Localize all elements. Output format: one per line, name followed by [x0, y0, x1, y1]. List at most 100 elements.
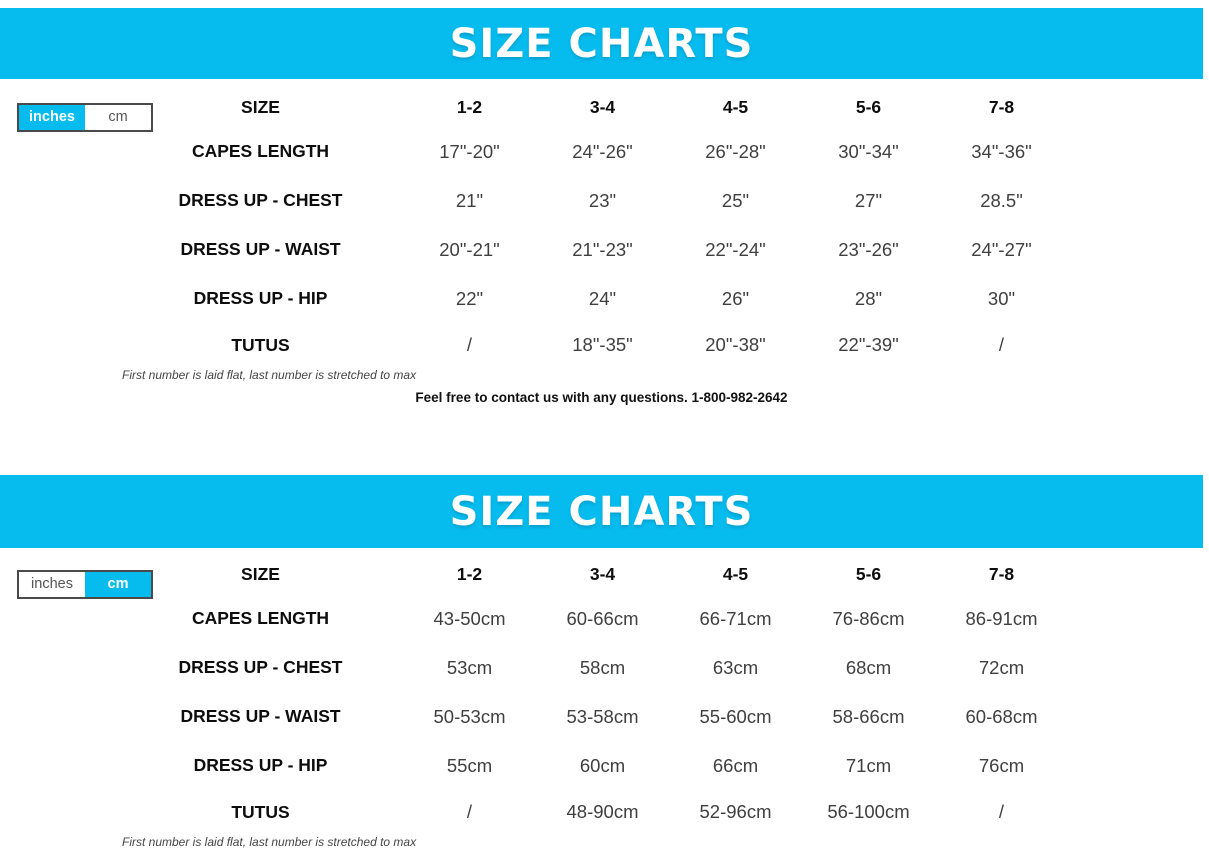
size-table: SIZE 1-2 3-4 4-5 5-6 7-8 CAPES LENGTH 43…	[0, 554, 1203, 834]
size-value: 26"	[721, 287, 750, 309]
size-value: 30"-34"	[838, 140, 899, 162]
size-value: 55cm	[446, 754, 493, 776]
column-header: 5-6	[855, 563, 882, 584]
table-row-dress-up-waist: DRESS UP - WAIST 20"-21" 21"-23" 22"-24"…	[0, 225, 1203, 274]
size-value: 22"-39"	[838, 334, 899, 355]
column-header: 4-5	[722, 96, 749, 117]
table-header-row: SIZE 1-2 3-4 4-5 5-6 7-8	[0, 554, 1203, 594]
size-value: 53-58cm	[566, 705, 639, 727]
size-value: /	[466, 334, 473, 355]
size-value: /	[998, 334, 1005, 355]
row-label: TUTUS	[231, 334, 290, 355]
size-value: 76-86cm	[832, 607, 905, 629]
size-table: SIZE 1-2 3-4 4-5 5-6 7-8 CAPES LENGTH 17…	[0, 87, 1203, 367]
size-value: 28.5"	[980, 189, 1023, 211]
size-value: 17"-20"	[439, 140, 500, 162]
table-row-capes-length: CAPES LENGTH 17"-20" 24"-26" 26"-28" 30"…	[0, 127, 1203, 176]
size-value: 56-100cm	[827, 801, 910, 822]
unit-toggle[interactable]: inches cm	[17, 570, 153, 599]
row-label: DRESS UP - CHEST	[178, 657, 343, 677]
table-row-dress-up-waist: DRESS UP - WAIST 50-53cm 53-58cm 55-60cm…	[0, 692, 1203, 741]
table-row-tutus: TUTUS / 18"-35" 20"-38" 22"-39" /	[0, 323, 1203, 367]
size-value: 21"-23"	[572, 238, 633, 260]
row-label: DRESS UP - CHEST	[178, 190, 343, 210]
row-label: DRESS UP - HIP	[193, 755, 328, 775]
size-corner-header: SIZE	[241, 96, 280, 117]
column-header: 3-4	[589, 96, 616, 117]
table-row-dress-up-chest: DRESS UP - CHEST 21" 23" 25" 27" 28.5"	[0, 176, 1203, 225]
size-value: 58-66cm	[832, 705, 905, 727]
size-value: 27"	[854, 189, 883, 211]
size-value: 28"	[854, 287, 883, 309]
size-value: 20"-21"	[439, 238, 500, 260]
column-header: 7-8	[988, 563, 1015, 584]
size-value: 23"-26"	[838, 238, 899, 260]
size-value: 53cm	[446, 656, 493, 678]
cm-toggle-option[interactable]: cm	[85, 105, 151, 130]
size-value: 30"	[987, 287, 1016, 309]
table-header-row: SIZE 1-2 3-4 4-5 5-6 7-8	[0, 87, 1203, 127]
size-value: 76cm	[978, 754, 1025, 776]
size-value: 52-96cm	[699, 801, 772, 822]
size-value: 22"-24"	[705, 238, 766, 260]
page-title: SIZE CHARTS	[449, 488, 754, 535]
table-row-capes-length: CAPES LENGTH 43-50cm 60-66cm 66-71cm 76-…	[0, 594, 1203, 643]
size-value: 66-71cm	[699, 607, 772, 629]
size-value: 68cm	[845, 656, 892, 678]
size-value: 21"	[455, 189, 484, 211]
cm-toggle-option[interactable]: cm	[85, 572, 151, 597]
size-value: 48-90cm	[566, 801, 639, 822]
size-charts-banner: SIZE CHARTS	[0, 8, 1203, 79]
size-value: 18"-35"	[572, 334, 633, 355]
table-row-dress-up-hip: DRESS UP - HIP 22" 24" 26" 28" 30"	[0, 274, 1203, 323]
column-header: 5-6	[855, 96, 882, 117]
size-value: 66cm	[712, 754, 759, 776]
size-value: 71cm	[845, 754, 892, 776]
inches-toggle-option[interactable]: inches	[19, 572, 85, 597]
contact-line: Feel free to contact us with any questio…	[415, 390, 788, 405]
size-value: 63cm	[712, 656, 759, 678]
table-row-dress-up-hip: DRESS UP - HIP 55cm 60cm 66cm 71cm 76cm	[0, 741, 1203, 790]
size-value: 60cm	[579, 754, 626, 776]
row-label: DRESS UP - WAIST	[180, 239, 341, 259]
size-value: 86-91cm	[965, 607, 1038, 629]
column-header: 1-2	[456, 563, 483, 584]
size-value: 24"	[588, 287, 617, 309]
size-chart-inches: SIZE CHARTS inches cm SIZE 1-2 3-4 4-5 5…	[0, 8, 1209, 408]
footnote: First number is laid flat, last number i…	[122, 368, 417, 382]
row-label: DRESS UP - HIP	[193, 288, 328, 308]
size-value: 26"-28"	[705, 140, 766, 162]
size-value: 34"-36"	[971, 140, 1032, 162]
row-label: CAPES LENGTH	[191, 608, 330, 628]
page-title: SIZE CHARTS	[449, 20, 754, 67]
footnote: First number is laid flat, last number i…	[122, 835, 417, 849]
column-header: 3-4	[589, 563, 616, 584]
size-value: 25"	[721, 189, 750, 211]
column-header: 1-2	[456, 96, 483, 117]
size-value: 55-60cm	[699, 705, 772, 727]
size-value: /	[466, 801, 473, 822]
row-label: CAPES LENGTH	[191, 141, 330, 161]
size-value: 60-66cm	[566, 607, 639, 629]
row-label: TUTUS	[231, 801, 290, 822]
size-value: /	[998, 801, 1005, 822]
size-value: 58cm	[579, 656, 626, 678]
size-value: 60-68cm	[965, 705, 1038, 727]
size-value: 24"-27"	[971, 238, 1032, 260]
inches-toggle-option[interactable]: inches	[19, 105, 85, 130]
size-value: 72cm	[978, 656, 1025, 678]
table-row-dress-up-chest: DRESS UP - CHEST 53cm 58cm 63cm 68cm 72c…	[0, 643, 1203, 692]
row-label: DRESS UP - WAIST	[180, 706, 341, 726]
size-value: 20"-38"	[705, 334, 766, 355]
size-value: 24"-26"	[572, 140, 633, 162]
size-corner-header: SIZE	[241, 563, 280, 584]
table-row-tutus: TUTUS / 48-90cm 52-96cm 56-100cm /	[0, 790, 1203, 834]
size-chart-cm: SIZE CHARTS inches cm SIZE 1-2 3-4 4-5 5…	[0, 475, 1209, 850]
column-header: 4-5	[722, 563, 749, 584]
size-charts-banner: SIZE CHARTS	[0, 475, 1203, 548]
unit-toggle[interactable]: inches cm	[17, 103, 153, 132]
size-value: 43-50cm	[433, 607, 506, 629]
column-header: 7-8	[988, 96, 1015, 117]
size-value: 50-53cm	[433, 705, 506, 727]
size-value: 23"	[588, 189, 617, 211]
